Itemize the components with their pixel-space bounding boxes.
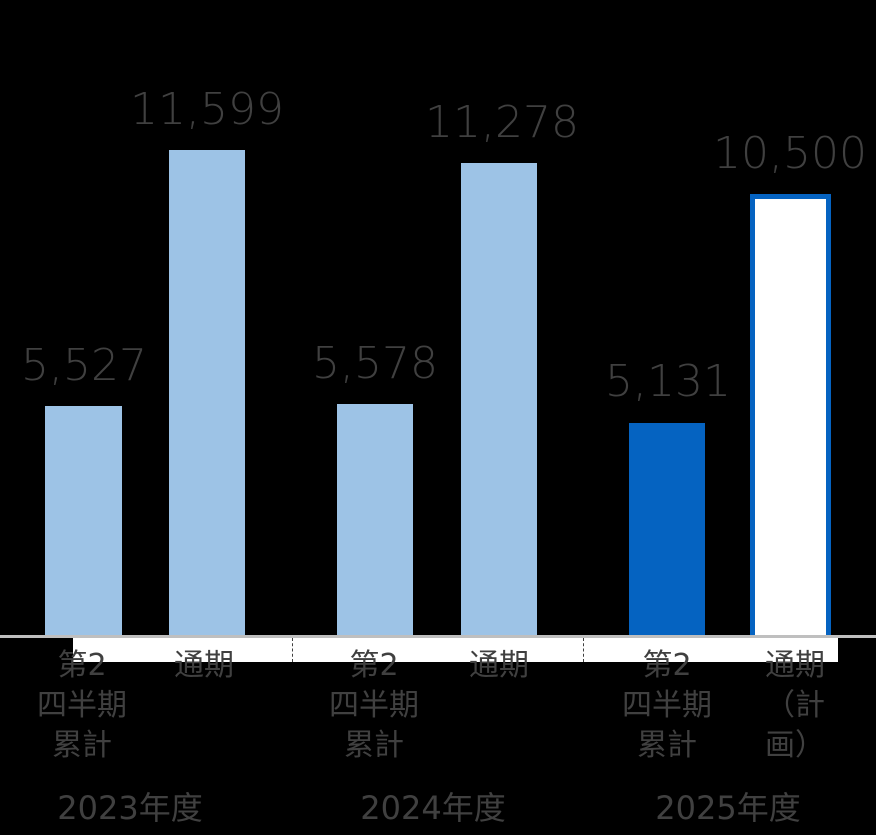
value-label-2025-plan: 10,500 bbox=[713, 128, 867, 179]
group-separator-2 bbox=[583, 638, 584, 662]
value-label-2025-q2: 5,131 bbox=[605, 356, 731, 407]
bar-2023-full bbox=[169, 150, 245, 636]
value-label-2024-full: 11,278 bbox=[425, 97, 579, 148]
year-label-2024: 2024年度 bbox=[360, 789, 506, 827]
category-band bbox=[73, 638, 838, 662]
value-label-2023-q2: 5,527 bbox=[21, 340, 147, 391]
year-label-2025: 2025年度 bbox=[655, 789, 801, 827]
category-label-2025-q2: 第2 四半期 累計 bbox=[622, 648, 712, 763]
bar-2025-q2 bbox=[629, 423, 705, 636]
bar-2025-plan bbox=[750, 194, 831, 636]
category-label-2024-full: 通期 bbox=[469, 648, 529, 683]
bar-2023-q2 bbox=[45, 406, 122, 636]
bar-2024-full bbox=[461, 163, 537, 636]
x-axis-line bbox=[0, 635, 876, 638]
year-label-2023: 2023年度 bbox=[57, 789, 203, 827]
bar-2024-q2 bbox=[337, 404, 413, 636]
value-label-2024-q2: 5,578 bbox=[312, 338, 438, 389]
category-label-2025-plan: 通期 （計画） bbox=[765, 648, 825, 763]
category-label-2023-full: 通期 bbox=[174, 648, 234, 683]
group-separator-1 bbox=[292, 638, 293, 662]
category-label-2024-q2: 第2 四半期 累計 bbox=[329, 648, 419, 763]
category-label-2023-q2: 第2 四半期 累計 bbox=[37, 648, 127, 763]
value-label-2023-full: 11,599 bbox=[130, 84, 284, 135]
